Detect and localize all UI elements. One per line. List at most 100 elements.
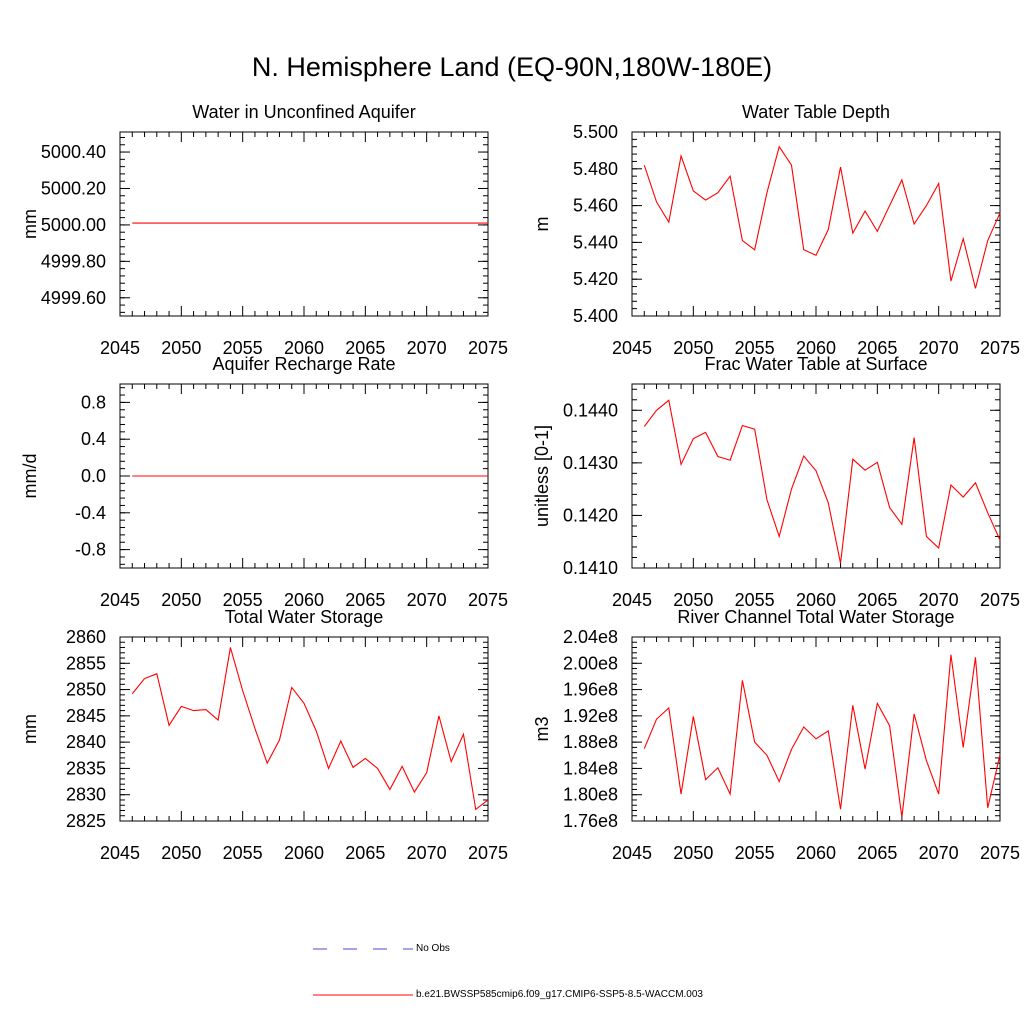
- x-tick-label: 2045: [100, 843, 140, 863]
- y-tick-label: 5.460: [573, 196, 618, 216]
- x-tick-label: 2070: [407, 590, 447, 610]
- y-tick-label: 5.440: [573, 232, 618, 252]
- x-tick-label: 2045: [612, 338, 652, 358]
- y-tick-label: 1.84e8: [563, 758, 618, 778]
- y-tick-label: -0.8: [75, 540, 106, 560]
- y-tick-label: 5.480: [573, 159, 618, 179]
- x-tick-label: 2060: [796, 338, 836, 358]
- x-tick-label: 2075: [980, 843, 1020, 863]
- y-tick-label: 0.4: [81, 429, 106, 449]
- y-tick-label: 1.76e8: [563, 811, 618, 831]
- x-tick-label: 2050: [673, 590, 713, 610]
- y-tick-label: 2845: [66, 706, 106, 726]
- x-tick-label: 2070: [407, 843, 447, 863]
- x-tick-label: 2045: [100, 338, 140, 358]
- y-tick-label: 2.00e8: [563, 653, 618, 673]
- x-tick-label: 2065: [857, 843, 897, 863]
- x-tick-label: 2050: [673, 843, 713, 863]
- x-tick-label: 2075: [468, 590, 508, 610]
- chart-panel-6: River Channel Total Water Storage m3 2045 2…: [532, 607, 1020, 863]
- y-tick-label: 4999.80: [41, 251, 106, 271]
- y-tick-label: 2850: [66, 680, 106, 700]
- y-tick-label: 4999.60: [41, 288, 106, 308]
- x-tick-label: 2065: [345, 338, 385, 358]
- y-tick-label: 2.04e8: [563, 627, 618, 647]
- x-tick-label: 2075: [468, 338, 508, 358]
- series-line: [643, 145, 1001, 289]
- y-tick-label: 2830: [66, 785, 106, 805]
- x-tick-label: 2060: [284, 843, 324, 863]
- x-tick-label: 2075: [468, 843, 508, 863]
- panel-title: Water Table Depth: [742, 102, 890, 122]
- y-tick-label: 2825: [66, 811, 106, 831]
- y-tick-label: 5.420: [573, 269, 618, 289]
- y-tick-label: 5000.00: [41, 215, 106, 235]
- y-tick-label: 5.400: [573, 306, 618, 326]
- y-tick-label: 5.500: [573, 122, 618, 142]
- x-tick-label: 2045: [612, 590, 652, 610]
- x-tick-label: 2050: [673, 338, 713, 358]
- y-tick-label: -0.4: [75, 503, 106, 523]
- x-tick-label: 2070: [919, 843, 959, 863]
- series-line: [643, 654, 1001, 818]
- y-tick-label: 2860: [66, 627, 106, 647]
- panel-title: Aquifer Recharge Rate: [212, 354, 395, 374]
- x-tick-label: 2055: [735, 843, 775, 863]
- x-tick-label: 2050: [161, 338, 201, 358]
- y-axis-label: m: [532, 217, 552, 232]
- y-tick-label: 5000.20: [41, 178, 106, 198]
- x-tick-label: 2065: [345, 843, 385, 863]
- chart-panel-2: Water Table Depth m 2045 2050 2055 2060 2065 20…: [532, 102, 1020, 358]
- x-tick-label: 2075: [980, 338, 1020, 358]
- y-tick-label: 2835: [66, 758, 106, 778]
- y-tick-label: 0.1440: [563, 400, 618, 420]
- x-tick-label: 2070: [919, 338, 959, 358]
- y-tick-label: 2855: [66, 653, 106, 673]
- x-tick-label: 2065: [345, 590, 385, 610]
- y-tick-label: 1.96e8: [563, 680, 618, 700]
- panel-title: River Channel Total Water Storage: [677, 607, 954, 627]
- chart-panel-3: Aquifer Recharge Rate mm/d 2045 2050 2055 206…: [20, 354, 508, 610]
- x-tick-label: 2065: [857, 338, 897, 358]
- y-axis-label: mm: [20, 714, 40, 744]
- panel-title: Total Water Storage: [225, 607, 383, 627]
- series-line: [131, 647, 489, 811]
- x-tick-label: 2055: [735, 590, 775, 610]
- x-tick-label: 2055: [223, 338, 263, 358]
- y-tick-label: 1.80e8: [563, 785, 618, 805]
- series-line: [643, 399, 1001, 564]
- panel-title: Frac Water Table at Surface: [704, 354, 927, 374]
- x-tick-label: 2050: [161, 843, 201, 863]
- chart-panel-5: Total Water Storage mm 2045 2050 2055 2060 206…: [20, 607, 508, 863]
- y-tick-label: 5000.40: [41, 142, 106, 162]
- y-tick-label: 0.1410: [563, 558, 618, 578]
- x-tick-label: 2045: [612, 843, 652, 863]
- chart-panel-1: Water in Unconfined Aquifer mm 2045 2050 205…: [20, 102, 508, 358]
- y-axis-label: mm/d: [20, 454, 40, 499]
- y-axis-label: m3: [532, 716, 552, 741]
- y-tick-label: 1.88e8: [563, 732, 618, 752]
- y-tick-label: 0.1430: [563, 453, 618, 473]
- y-axis-label: mm: [20, 209, 40, 239]
- x-tick-label: 2075: [980, 590, 1020, 610]
- x-tick-label: 2060: [796, 843, 836, 863]
- chart-panel-4: Frac Water Table at Surface unitless [0-1…: [532, 354, 1020, 610]
- y-tick-label: 1.92e8: [563, 706, 618, 726]
- x-tick-label: 2070: [407, 338, 447, 358]
- y-tick-label: 0.8: [81, 392, 106, 412]
- x-tick-label: 2060: [284, 338, 324, 358]
- y-tick-label: 2840: [66, 732, 106, 752]
- x-tick-label: 2050: [161, 590, 201, 610]
- y-tick-label: 0.1420: [563, 505, 618, 525]
- y-axis-label: unitless [0-1]: [532, 425, 552, 527]
- legend-model-label: b.e21.BWSSP585cmip6.f09_g17.CMIP6-SSP5-8…: [416, 989, 703, 1000]
- x-tick-label: 2055: [223, 843, 263, 863]
- x-tick-label: 2055: [223, 590, 263, 610]
- figure-title: N. Hemisphere Land (EQ-90N,180W-180E): [251, 52, 773, 82]
- x-tick-label: 2045: [100, 590, 140, 610]
- x-tick-label: 2060: [796, 590, 836, 610]
- x-tick-label: 2055: [735, 338, 775, 358]
- legend-obs-label: No Obs: [416, 943, 450, 954]
